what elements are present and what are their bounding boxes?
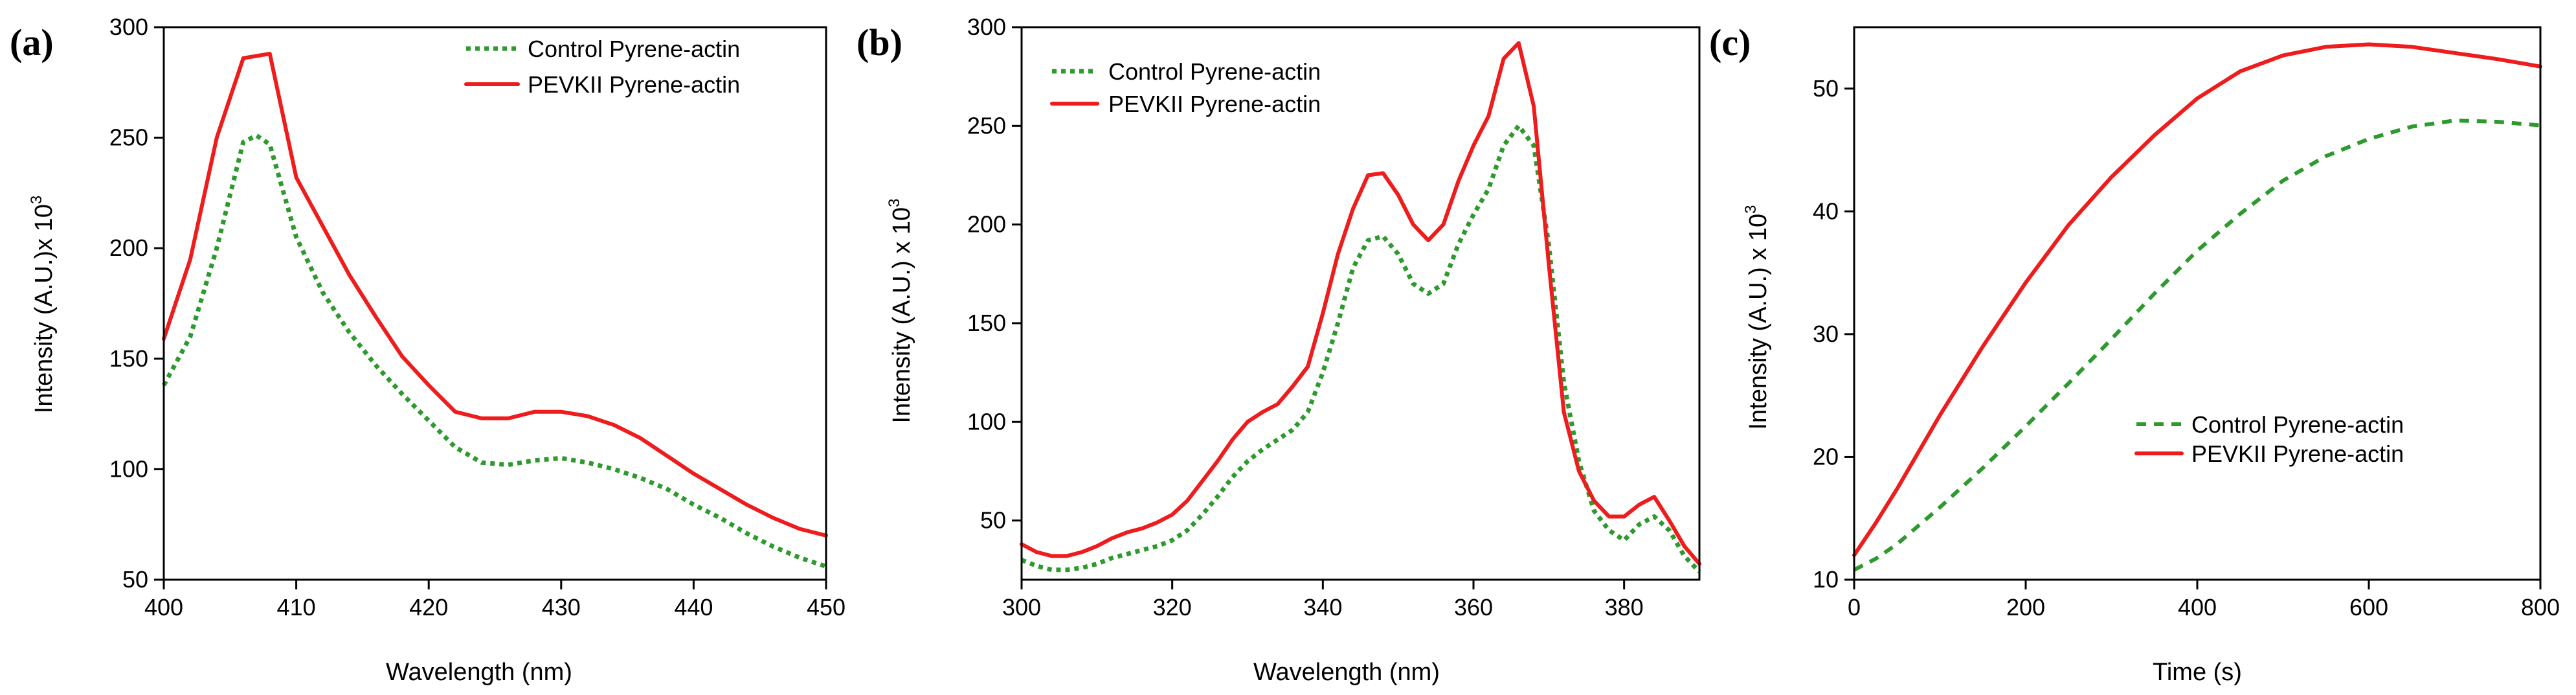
panel-a-legend: Control Pyrene-actin PEVKII Pyrene-actin [464,36,740,98]
panel-a-y-axis-title-main: Intensity (A.U.)x 10 [30,204,58,413]
panel-a-x-tick-label: 450 [807,594,846,621]
panel-b-legend-label-control: Control Pyrene-actin [1108,58,1321,85]
panel-a-x-tick-label: 400 [144,594,183,621]
panel-a-y-tick-label: 250 [109,124,148,151]
panel-a-y-tick-label: 50 [122,566,148,593]
panel-c-plot-frame [1853,26,2542,581]
panel-b-plot-frame [1020,26,1701,581]
panel-b-x-tick-label: 340 [1303,594,1342,621]
panel-c-series-control-line [1853,119,2541,572]
panel-a-y-tick-label: 200 [109,234,148,261]
panel-a-y-tick-label: 300 [109,14,148,40]
panel-c-y-axis-title: Intensity (A.U.) x 103 [1742,205,1772,429]
panel-c-y-tick-label: 40 [1813,198,1839,224]
panel-c: (c) 0 200 400 600 800 10 20 30 40 50 Time (s) Int… [1709,21,2560,686]
panel-b-y-tick-label: 150 [967,310,1006,336]
panel-a-label: (a) [10,21,54,63]
panel-b-y-tick-label: 50 [980,507,1006,534]
panel-c-y-tick-label: 50 [1813,75,1839,102]
panel-b-y-tick-label: 250 [967,112,1006,139]
panel-c-legend: Control Pyrene-actin PEVKII Pyrene-actin [2134,411,2404,467]
panel-c-x-tick-label: 800 [2521,594,2560,621]
panel-b-y-axis-title-exp: 3 [886,198,903,207]
panel-b-y-tick-label: 200 [967,211,1006,238]
panel-c-y-tick-label: 30 [1813,321,1839,347]
panel-c-y-tick-label: 10 [1813,566,1839,593]
panel-a-plot: 400 410 420 430 440 450 50 100 150 200 250 300 [109,14,846,621]
panel-b: (b) 300 320 340 360 380 50 100 150 200 250 300 Wav… [857,14,1701,686]
panel-c-label: (c) [1709,21,1751,63]
panel-c-series-pevkii-line [1852,42,2542,558]
panel-b-x-tick-label: 320 [1153,594,1192,621]
panel-a-x-tick-label: 410 [277,594,316,621]
panel-a-x-tick-label: 420 [409,594,448,621]
panel-b-label: (b) [857,21,902,63]
panel-b-series-pevkii-line [1020,41,1701,566]
panel-a-x-axis-title: Wavelength (nm) [386,659,572,686]
panel-b-y-axis-title: Intensity (A.U.) x 103 [886,198,915,423]
panel-c-y-tick-label: 20 [1813,443,1839,470]
panel-b-x-tick-label: 360 [1454,594,1493,621]
panel-c-x-tick-label: 400 [2178,594,2217,621]
panel-a-y-tick-label: 150 [109,345,148,372]
panel-b-y-tick-label: 100 [967,408,1006,435]
panel-b-legend-label-pevkii: PEVKII Pyrene-actin [1108,91,1321,117]
panel-c-x-tick-label: 200 [2006,594,2045,621]
panel-a-legend-label-pevkii: PEVKII Pyrene-actin [528,71,740,98]
panel-a-y-axis-title: Intensity (A.U.)x 103 [28,196,58,413]
panel-c-x-axis-title: Time (s) [2153,659,2242,686]
panel-c-legend-label-pevkii: PEVKII Pyrene-actin [2191,440,2404,467]
panel-b-x-axis-title: Wavelength (nm) [1253,659,1440,686]
panel-a-y-tick-label: 100 [109,455,148,482]
panel-c-legend-label-control: Control Pyrene-actin [2191,411,2404,438]
panel-a-x-tick-label: 430 [542,594,581,621]
panel-c-y-axis-title-exp: 3 [1742,205,1760,213]
panel-b-y-axis-title-main: Intensity (A.U.) x 10 [888,207,915,424]
panel-a-y-axis-title-exp: 3 [28,196,45,204]
panel-a-legend-label-control: Control Pyrene-actin [528,36,740,62]
panel-a: (a) 400 410 420 430 440 45050100150200250300 … [10,14,846,686]
panel-b-legend: Control Pyrene-actin PEVKII Pyrene-actin [1050,58,1321,117]
panel-b-x-tick-label: 380 [1605,594,1644,621]
panel-a-x-tick-label: 440 [674,594,713,621]
panel-b-y-tick-label: 300 [967,14,1006,40]
panel-c-x-tick-label: 600 [2349,594,2388,621]
panel-c-y-axis-title-main: Intensity (A.U.) x 10 [1745,214,1772,430]
panel-b-plot: 300 320 340 360 380 50 100 150 200 250 300 [967,14,1701,621]
panel-a-series-control-line [161,133,827,569]
panel-c-plot: 0 200 400 600 800 10 20 30 40 50 [1813,26,2560,621]
panel-c-x-tick-label: 0 [1848,594,1861,621]
panel-a-plot-frame [162,26,827,581]
panel-a-series-pevkii-line [162,51,828,538]
panel-b-x-tick-label: 300 [1002,594,1041,621]
